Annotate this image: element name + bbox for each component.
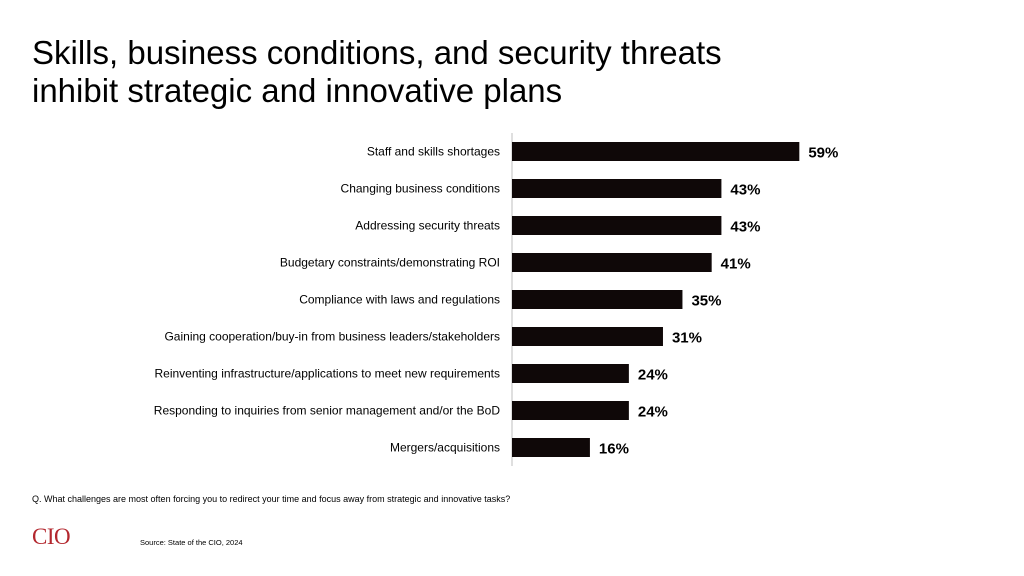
bar — [512, 438, 590, 457]
data-label: 24% — [638, 404, 668, 421]
title-line-2: inhibit strategic and innovative plans — [32, 72, 563, 109]
bar — [512, 216, 722, 235]
category-label: Staff and skills shortages — [367, 145, 500, 159]
bar — [512, 253, 712, 272]
data-label: 31% — [672, 330, 702, 347]
bar — [512, 401, 629, 420]
category-label: Gaining cooperation/buy-in from business… — [164, 330, 500, 344]
category-label: Responding to inquiries from senior mana… — [154, 404, 501, 418]
survey-question: Q. What challenges are most often forcin… — [32, 494, 511, 504]
category-label: Addressing security threats — [355, 219, 500, 233]
category-label: Reinventing infrastructure/applications … — [154, 367, 500, 381]
source-note: Source: State of the CIO, 2024 — [140, 538, 243, 547]
bar — [512, 179, 722, 198]
bar — [512, 364, 629, 383]
bar — [512, 142, 800, 161]
data-label: 43% — [730, 182, 760, 199]
title-line-1: Skills, business conditions, and securit… — [32, 34, 722, 71]
category-label: Budgetary constraints/demonstrating ROI — [280, 256, 500, 270]
category-label: Mergers/acquisitions — [390, 441, 500, 455]
bar — [512, 290, 683, 309]
cio-logo: CIO — [32, 524, 71, 549]
data-label: 59% — [808, 145, 838, 162]
data-label: 35% — [691, 293, 721, 310]
bar — [512, 327, 663, 346]
data-label: 41% — [721, 256, 751, 273]
page-title: Skills, business conditions, and securit… — [32, 34, 992, 110]
category-label: Compliance with laws and regulations — [299, 293, 500, 307]
data-label: 16% — [599, 441, 629, 458]
category-label: Changing business conditions — [341, 182, 500, 196]
data-label: 24% — [638, 367, 668, 384]
data-label: 43% — [730, 219, 760, 236]
